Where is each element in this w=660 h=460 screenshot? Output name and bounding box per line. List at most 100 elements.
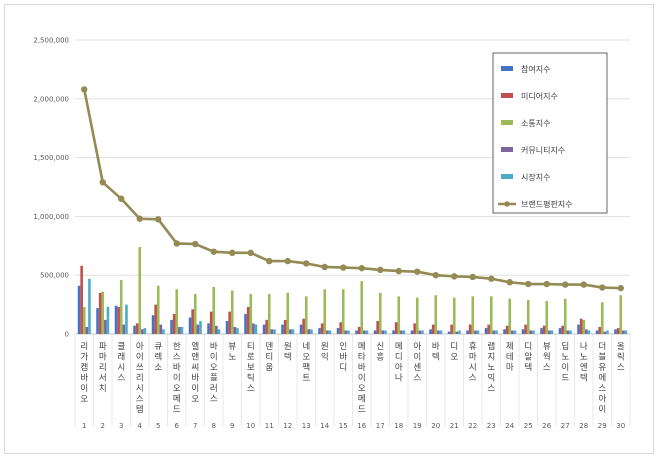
bar-3 — [82, 306, 86, 334]
x-index-label: 24 — [505, 422, 514, 430]
bar-1 — [614, 329, 617, 334]
bar-5 — [125, 304, 128, 334]
bar-3 — [471, 296, 475, 334]
y-axis-ticks: 0 500,000 1,000,000 1,500,000 2,000,000 2,500… — [33, 37, 69, 339]
bar-4 — [492, 330, 496, 334]
y-tick-label: 0 — [65, 331, 69, 339]
bar-2 — [302, 318, 305, 334]
bar-1 — [521, 329, 525, 334]
bar-3 — [397, 296, 401, 334]
line-point — [229, 249, 236, 257]
x-index-label: 15 — [339, 422, 348, 430]
bar-3 — [582, 319, 586, 334]
bar-2 — [561, 325, 564, 334]
bar-4 — [622, 330, 625, 334]
bar-5 — [347, 330, 350, 334]
bar-5 — [217, 329, 221, 334]
bar-4 — [548, 330, 551, 334]
bar-4 — [196, 324, 200, 334]
legend-swatch — [501, 93, 513, 98]
line-point — [210, 248, 217, 255]
bar-1 — [170, 319, 173, 334]
bar-2 — [357, 326, 361, 334]
bar-3 — [119, 279, 123, 334]
bar-3 — [101, 291, 105, 334]
x-index-label: 4 — [138, 422, 143, 430]
bar-3 — [489, 296, 493, 334]
bar-1 — [392, 330, 395, 334]
bar-4 — [603, 331, 607, 334]
bar-3 — [193, 294, 197, 334]
bar-4 — [307, 329, 311, 334]
bar-2 — [505, 325, 509, 334]
brand-reputation-chart: 0 500,000 1,000,000 1,500,000 2,000,000 2,500… — [33, 37, 631, 430]
line-point — [303, 260, 310, 267]
bar-3 — [323, 289, 327, 334]
bar-1 — [595, 330, 599, 334]
bar-3 — [378, 292, 382, 334]
line-point — [451, 273, 458, 280]
bar-1 — [114, 305, 118, 334]
legend-label: 참여지수 — [521, 64, 550, 74]
x-index-label: 18 — [394, 422, 403, 430]
x-index-label: 5 — [156, 422, 160, 430]
bar-4 — [289, 329, 292, 334]
bar-5 — [606, 330, 609, 334]
bar-5 — [569, 330, 572, 334]
bar-2 — [228, 311, 231, 334]
bar-4 — [141, 329, 144, 334]
bar-3 — [138, 246, 142, 334]
legend-swatch — [501, 174, 513, 179]
bar-5 — [439, 330, 443, 334]
line-point — [414, 268, 421, 275]
bar-3 — [526, 299, 530, 334]
bar-1 — [503, 329, 506, 334]
x-index-label: 23 — [487, 422, 496, 430]
bar-4 — [252, 323, 255, 334]
bar-3 — [175, 289, 179, 334]
bar-5 — [88, 278, 91, 334]
legend-marker — [504, 201, 510, 207]
bar-4 — [566, 330, 570, 334]
bar-1 — [188, 317, 192, 334]
bar-5 — [236, 328, 239, 334]
bar-1 — [410, 330, 414, 334]
bar-1 — [77, 285, 81, 334]
bar-1 — [133, 325, 136, 334]
bar-5 — [291, 329, 295, 334]
bar-5 — [365, 330, 369, 334]
x-index-label: 29 — [598, 422, 607, 430]
x-index-label: 25 — [524, 422, 533, 430]
line-point — [340, 264, 347, 271]
bar-4 — [104, 319, 107, 334]
bar-4 — [122, 324, 126, 334]
bar-1 — [318, 328, 321, 334]
bar-1 — [262, 324, 266, 334]
bar-3 — [360, 281, 364, 334]
bar-5 — [180, 326, 184, 334]
legend-label: 커뮤니티지수 — [521, 145, 565, 155]
bar-2 — [209, 311, 213, 334]
bar-3 — [230, 290, 234, 334]
bar-3 — [415, 297, 419, 334]
bar-1 — [244, 314, 247, 334]
bar-2 — [154, 304, 157, 334]
bar-2 — [524, 324, 527, 334]
bar-3 — [434, 295, 438, 334]
line-point — [525, 280, 532, 288]
bar-5 — [587, 330, 591, 334]
x-index-label: 17 — [376, 422, 385, 430]
bar-3 — [600, 302, 604, 334]
